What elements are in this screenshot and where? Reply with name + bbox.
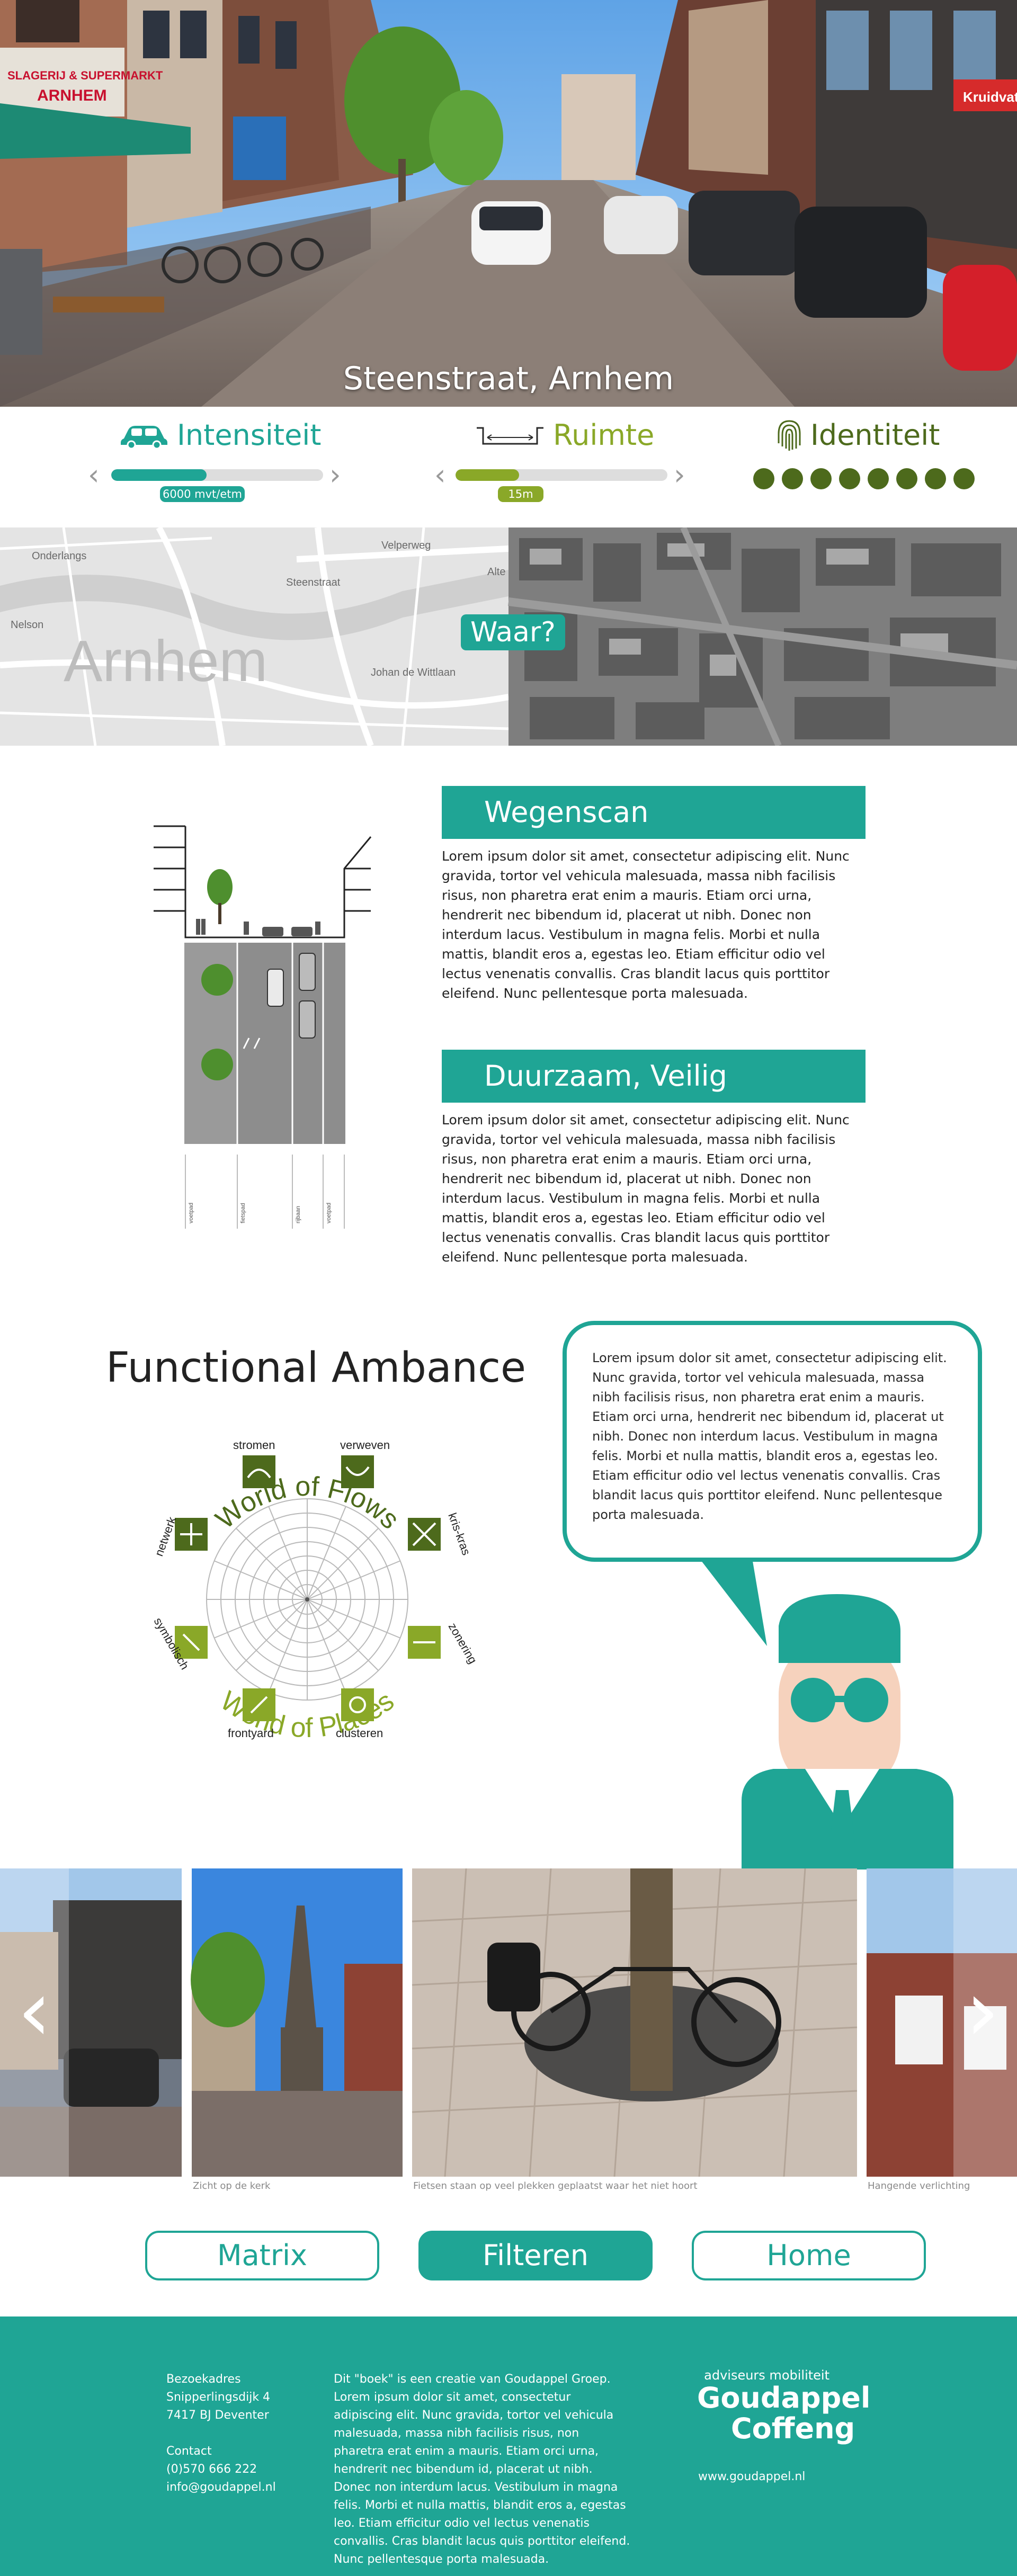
identity-dot <box>868 468 889 489</box>
footer-about: Dit "boek" is een creatie van Goudappel … <box>334 2373 630 2566</box>
map-illustration: Onderlangs Steenstraat Johan de Wittlaan… <box>0 527 1017 746</box>
intensiteit-track[interactable] <box>111 469 323 481</box>
shop-sign-kruidvat: Kruidvat <box>963 89 1017 105</box>
spoke-label-zonering: zonering <box>446 1621 480 1666</box>
profile-label-voetpad-right: voetpad <box>326 1203 332 1223</box>
duurzaam-title: Duurzaam, Veilig <box>442 1050 866 1103</box>
footer-address-line: Bezoekadres <box>166 2373 241 2386</box>
identity-dot <box>810 468 832 489</box>
gallery-caption-3: Hangende verlichting <box>868 2180 970 2192</box>
spoke-label-netwerk: netwerk <box>152 1515 179 1558</box>
road-width-icon <box>477 427 543 444</box>
indicator-intensiteit-label: Intensiteit <box>177 418 322 452</box>
hero-photo: SLAGERIJ & SUPERMARKT ARNHEM Kruidvat <box>0 0 1017 407</box>
footer-email[interactable]: info@goudappel.nl <box>166 2481 276 2494</box>
shop-sign-slagerij: SLAGERIJ & SUPERMARKT <box>7 69 163 82</box>
identity-dot <box>896 468 917 489</box>
logo-name-line1: Goudappel <box>697 2381 871 2414</box>
footer-address-line: Snipperlingsdijk 4 <box>166 2391 271 2404</box>
map-street-onderlangs: Onderlangs <box>32 550 86 562</box>
profile-label-fietspad: fietspad <box>240 1203 246 1223</box>
wegenscan-title: Wegenscan <box>442 786 866 839</box>
ruimte-fill <box>456 469 519 481</box>
gallery-photos <box>0 1868 1017 2177</box>
indicator-ruimte-label: Ruimte <box>553 418 655 452</box>
footer <box>0 2316 1017 2576</box>
company-logo: adviseurs mobiliteit Goudappel Coffeng <box>697 2368 871 2445</box>
speech-bubble-tail <box>683 1557 773 1647</box>
indicator-identiteit-title: Identiteit <box>777 418 940 452</box>
fingerprint-icon <box>778 420 801 451</box>
shop-sign-arnhem: ARNHEM <box>37 87 107 104</box>
avatar-illustration <box>742 1594 953 1870</box>
spoke-label-kris-kras: kris-kras <box>445 1511 473 1557</box>
footer-address: Bezoekadres Snipperlingsdijk 4 7417 BJ D… <box>166 2371 315 2497</box>
radar-illustration: World of Flows World of Places strome <box>151 1438 480 1743</box>
ambiance-title: Functional Ambance <box>106 1344 526 1392</box>
advisor-avatar <box>742 1594 953 1870</box>
map-street-steenstraat: Steenstraat <box>286 577 341 588</box>
gallery-caption-2: Fietsen staan op veel plekken geplaatst … <box>413 2180 698 2192</box>
identity-dot <box>782 468 803 489</box>
logo-tagline: adviseurs mobiliteit <box>704 2368 829 2383</box>
ambiance-radar-diagram: World of Flows World of Places strome <box>132 1398 482 1801</box>
spoke-label-verweven: verweven <box>340 1438 390 1452</box>
identity-dot <box>925 468 946 489</box>
indicator-ruimte-title: Ruimte <box>476 418 654 452</box>
ruimte-badge: 15m <box>498 486 543 502</box>
intensiteit-badge: 6000 mvt/etm <box>160 486 245 502</box>
waar-button[interactable]: Waar? <box>461 614 565 650</box>
intensiteit-prev-arrow[interactable]: ‹ <box>88 458 100 491</box>
map-street-johan-de-wittlaan: Johan de Wittlaan <box>371 667 456 678</box>
profile-label-voetpad-left: voetpad <box>188 1203 194 1223</box>
indicator-intensiteit-title: Intensiteit <box>120 418 321 452</box>
gallery-caption-1: Zicht op de kerk <box>193 2180 271 2192</box>
intensiteit-next-arrow[interactable]: › <box>329 458 341 491</box>
footer-address-spacer <box>166 2425 315 2443</box>
map-place-label: Arnhem <box>64 629 267 694</box>
gallery-prev-arrow[interactable]: ‹ <box>17 1961 51 2060</box>
location-map[interactable]: Onderlangs Steenstraat Johan de Wittlaan… <box>0 527 1017 746</box>
map-street-alte: Alte <box>487 566 505 578</box>
spoke-label-clusteren: clusteren <box>336 1727 383 1740</box>
photo-gallery <box>0 1868 1017 2177</box>
identity-dot <box>953 468 975 489</box>
footer-contact-heading: Contact <box>166 2445 212 2458</box>
gallery-next-arrow[interactable]: › <box>966 1961 1000 2060</box>
intensiteit-fill <box>111 469 207 481</box>
filteren-button[interactable]: Filteren <box>418 2231 653 2280</box>
street-profile-diagram: voetpad fietspad rijbaan voetpad <box>148 816 381 1234</box>
hero-caption: Steenstraat, Arnhem <box>343 360 674 397</box>
identiteit-dots <box>753 468 975 489</box>
footer-phone: (0)570 666 222 <box>166 2463 257 2476</box>
ruimte-track[interactable] <box>456 469 667 481</box>
street-photo-illustration: SLAGERIJ & SUPERMARKT ARNHEM Kruidvat <box>0 0 1017 407</box>
identity-dot <box>753 468 774 489</box>
map-street-velperweg: Velperweg <box>381 540 431 551</box>
identity-dot <box>839 468 860 489</box>
spoke-label-frontyard: frontyard <box>228 1727 274 1740</box>
profile-label-rijbaan: rijbaan <box>295 1206 301 1223</box>
home-button[interactable]: Home <box>692 2231 926 2280</box>
road-cross-section-illustration: voetpad fietspad rijbaan voetpad <box>154 825 372 1229</box>
footer-address-line: 7417 BJ Deventer <box>166 2409 269 2422</box>
car-icon <box>121 425 167 448</box>
map-street-nelson: Nelson <box>11 619 43 631</box>
spoke-label-stromen: stromen <box>233 1438 275 1452</box>
speech-bubble: Lorem ipsum dolor sit amet, consectetur … <box>563 1321 982 1562</box>
footer-website-link[interactable]: www.goudappel.nl <box>698 2470 806 2483</box>
logo-name-line2: Coffeng <box>731 2412 855 2445</box>
matrix-button[interactable]: Matrix <box>145 2231 379 2280</box>
duurzaam-body: Lorem ipsum dolor sit amet, consectetur … <box>442 1112 850 1265</box>
wegenscan-body: Lorem ipsum dolor sit amet, consectetur … <box>442 848 850 1001</box>
ruimte-prev-arrow[interactable]: ‹ <box>434 458 446 491</box>
ruimte-next-arrow[interactable]: › <box>674 458 685 491</box>
indicator-identiteit-label: Identiteit <box>810 418 940 452</box>
